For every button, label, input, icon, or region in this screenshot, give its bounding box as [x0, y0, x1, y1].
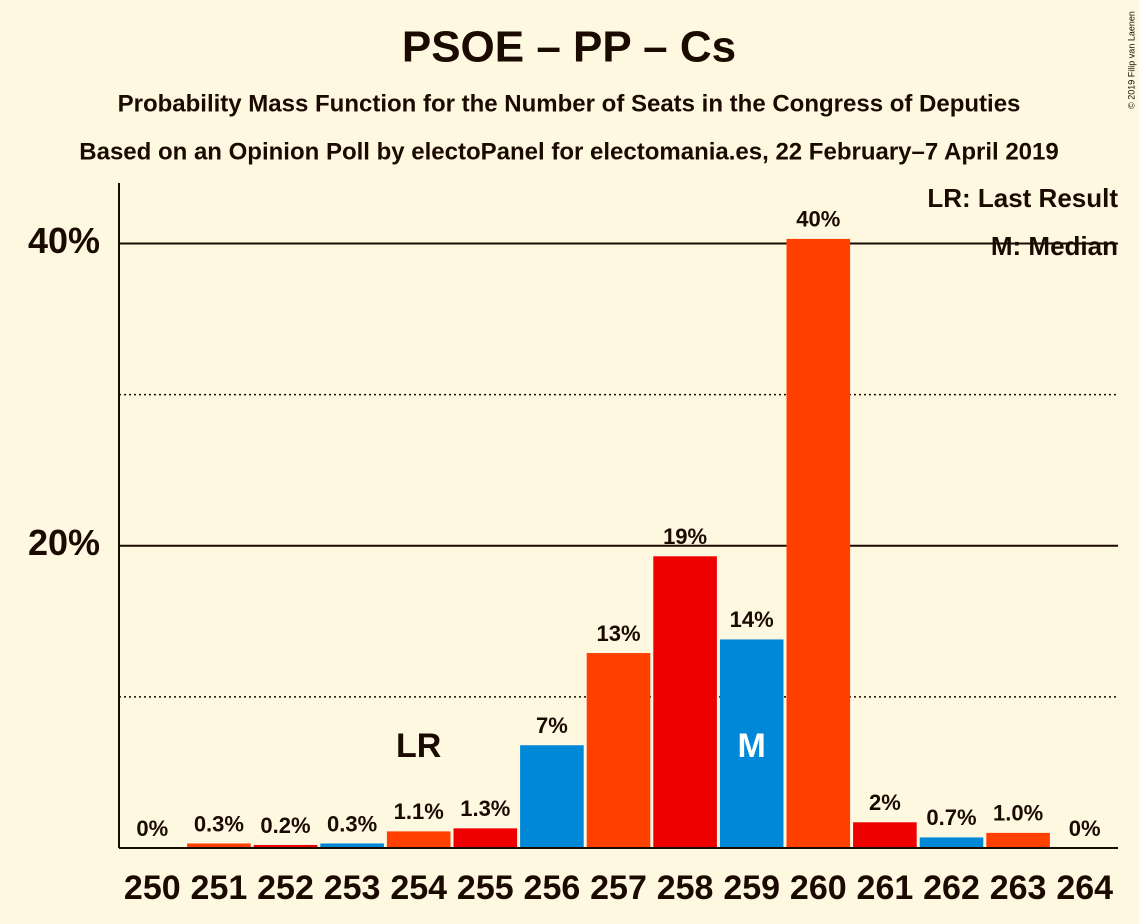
x-tick-label: 253	[324, 869, 381, 907]
bar	[986, 832, 1050, 848]
value-label: 0.7%	[926, 805, 976, 830]
x-tick-label: 255	[457, 869, 514, 907]
copyright: © 2019 Filip van Laenen	[1126, 11, 1136, 109]
chart-subtitle: Probability Mass Function for the Number…	[118, 90, 1021, 117]
bar	[853, 822, 917, 848]
y-tick-label: 40%	[28, 220, 100, 261]
bar	[187, 843, 251, 848]
value-label: 0.2%	[260, 813, 310, 838]
x-tick-label: 262	[923, 869, 980, 907]
value-label: 0.3%	[327, 811, 377, 836]
value-label: 1.3%	[460, 796, 510, 821]
bar	[253, 844, 318, 848]
bar	[386, 831, 451, 848]
annotation: LR	[396, 727, 441, 765]
legend-note: LR: Last Result	[927, 183, 1118, 213]
grid	[119, 242, 1118, 698]
value-label: 1.1%	[394, 799, 444, 824]
chart-source: Based on an Opinion Poll by electoPanel …	[79, 138, 1058, 165]
x-tick-label: 261	[857, 869, 914, 907]
x-tick-label: 257	[590, 869, 647, 907]
x-tick-label: 256	[524, 869, 581, 907]
value-label: 0.3%	[194, 811, 244, 836]
annotation: M	[738, 727, 766, 765]
value-label: 0%	[1069, 816, 1101, 841]
x-tick-label: 264	[1056, 869, 1113, 907]
x-tick-label: 254	[390, 869, 447, 907]
bar	[719, 639, 784, 848]
x-tick-label: 260	[790, 869, 847, 907]
value-label: 1.0%	[993, 801, 1043, 826]
value-label: 0%	[136, 816, 168, 841]
legend-note: M: Median	[991, 231, 1118, 261]
x-tick-label: 250	[124, 869, 181, 907]
bar	[786, 238, 851, 848]
value-label: 7%	[536, 713, 568, 738]
y-tick-label: 20%	[28, 522, 100, 563]
bar	[653, 556, 717, 848]
bars	[187, 238, 1050, 848]
bar	[320, 843, 384, 848]
value-label: 40%	[796, 207, 840, 232]
value-label: 19%	[663, 524, 707, 549]
bar	[919, 837, 984, 848]
x-tick-label: 263	[990, 869, 1047, 907]
value-label: 2%	[869, 790, 901, 815]
bar	[453, 828, 518, 848]
x-tick-label: 251	[191, 869, 248, 907]
chart-title: PSOE – PP – Cs	[402, 23, 736, 72]
bar	[586, 653, 651, 848]
x-tick-label: 258	[657, 869, 714, 907]
value-label: 14%	[730, 607, 774, 632]
x-tick-label: 252	[257, 869, 314, 907]
value-label: 13%	[596, 621, 640, 646]
x-tick-label: 259	[723, 869, 780, 907]
bar	[520, 745, 584, 848]
